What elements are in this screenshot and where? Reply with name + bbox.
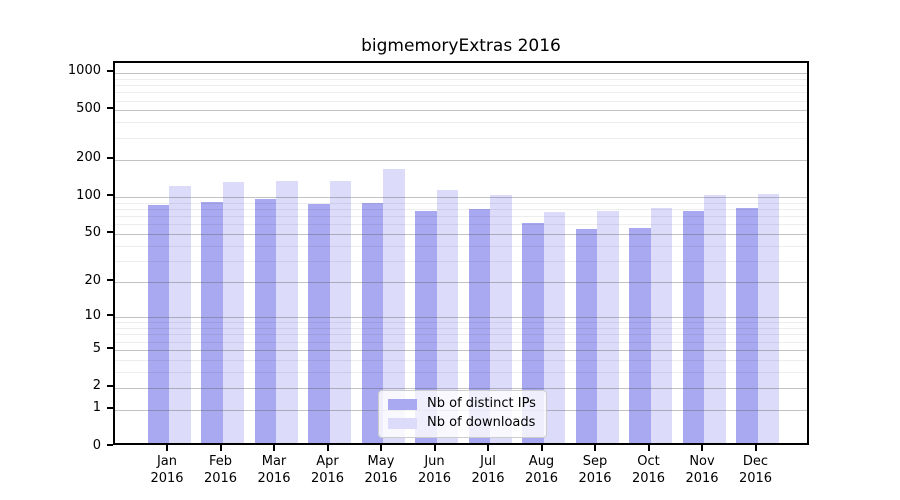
bar-downloads-nov xyxy=(704,194,726,443)
y-axis-tick-mark xyxy=(107,69,113,72)
bars-layer xyxy=(115,63,807,443)
bar-distinct-ips-mar xyxy=(254,198,276,443)
x-axis-tick-label: Nov 2016 xyxy=(685,454,719,486)
y-axis-tick-label: 500 xyxy=(76,100,101,116)
x-axis-tick-mark xyxy=(647,445,650,451)
bar-distinct-ips-oct xyxy=(629,228,651,443)
x-axis-tick-label: Oct 2016 xyxy=(631,454,666,486)
x-axis-tick-label: Jul 2016 xyxy=(471,454,505,486)
x-axis-tick-mark xyxy=(701,445,703,451)
x-axis-tick-label: Aug 2016 xyxy=(524,454,559,486)
legend: Nb of distinct IPs Nb of downloads xyxy=(378,390,547,438)
y-axis-tick-label: 50 xyxy=(84,224,101,240)
x-axis-tick-label: Dec 2016 xyxy=(738,454,773,486)
bar-distinct-ips-feb xyxy=(201,201,223,443)
y-axis-tick-label: 1000 xyxy=(67,63,101,79)
x-axis-tick-label: Mar 2016 xyxy=(257,454,291,486)
y-axis-tick-label: 20 xyxy=(84,272,101,288)
x-axis-tick-mark xyxy=(219,445,222,451)
y-axis-tick-label: 200 xyxy=(76,150,101,166)
y-axis-tick-label: 0 xyxy=(92,437,101,453)
plot-area xyxy=(113,61,809,445)
y-axis-tick-mark xyxy=(107,156,113,159)
y-axis-tick-label: 10 xyxy=(84,307,101,323)
bar-distinct-ips-jun xyxy=(415,210,437,443)
y-axis-tick-mark xyxy=(107,406,113,409)
legend-swatch-downloads xyxy=(388,417,417,429)
x-axis-tick-mark xyxy=(433,445,436,451)
x-axis-tick-label: May 2016 xyxy=(364,454,398,486)
x-axis-tick-label: Feb 2016 xyxy=(203,454,238,486)
x-axis-tick-label: Apr 2016 xyxy=(310,454,345,486)
x-axis-tick-mark xyxy=(273,445,275,451)
bar-distinct-ips-sep xyxy=(575,229,597,443)
legend-item: Nb of distinct IPs xyxy=(388,397,536,411)
legend-item: Nb of downloads xyxy=(388,416,536,430)
bar-downloads-feb xyxy=(222,181,244,443)
bar-downloads-jan xyxy=(169,185,191,443)
bar-distinct-ips-jul xyxy=(468,209,490,443)
y-axis-tick-mark xyxy=(107,107,113,110)
bar-downloads-sep xyxy=(597,210,619,443)
y-axis-tick-mark xyxy=(107,279,113,282)
y-axis-tick-mark xyxy=(107,194,113,197)
bar-downloads-oct xyxy=(650,207,672,443)
x-axis-tick-mark xyxy=(594,445,596,451)
bar-distinct-ips-jan xyxy=(147,205,169,443)
x-axis-tick-label: Jun 2016 xyxy=(417,454,452,486)
bar-distinct-ips-aug xyxy=(522,223,544,443)
legend-label: Nb of distinct IPs xyxy=(427,396,536,411)
x-axis-tick-mark xyxy=(540,445,543,451)
y-axis-tick-mark xyxy=(107,231,113,234)
y-axis-tick-mark xyxy=(107,384,113,387)
y-axis-tick-mark xyxy=(107,444,113,446)
chart-title: bigmemoryExtras 2016 xyxy=(361,36,561,56)
x-axis-tick-mark xyxy=(754,445,757,451)
x-axis-tick-mark xyxy=(166,445,168,451)
bar-distinct-ips-dec xyxy=(736,207,758,443)
bar-downloads-jun xyxy=(436,189,458,443)
x-axis-tick-mark xyxy=(326,445,329,451)
bar-distinct-ips-nov xyxy=(682,211,704,443)
bar-downloads-jul xyxy=(490,195,512,443)
bar-downloads-may xyxy=(383,168,405,443)
bar-downloads-dec xyxy=(757,194,779,443)
y-axis-tick-label: 5 xyxy=(92,340,101,356)
x-axis-tick-label: Sep 2016 xyxy=(578,454,612,486)
bar-distinct-ips-may xyxy=(361,203,383,443)
x-axis-tick-mark xyxy=(380,445,382,451)
y-axis-tick-mark xyxy=(107,347,113,349)
y-axis-tick-mark xyxy=(107,314,113,317)
y-axis-tick-label: 1 xyxy=(92,400,101,415)
bar-downloads-aug xyxy=(543,212,565,443)
y-axis-tick-label: 100 xyxy=(76,187,101,203)
bar-downloads-apr xyxy=(329,181,351,443)
bar-downloads-mar xyxy=(276,180,298,443)
x-axis-tick-mark xyxy=(487,445,489,451)
y-axis-tick-label: 2 xyxy=(92,378,101,393)
legend-label: Nb of downloads xyxy=(427,415,536,430)
x-axis-tick-label: Jan 2016 xyxy=(150,454,184,486)
bar-distinct-ips-apr xyxy=(308,204,330,443)
legend-swatch-distinct-ips xyxy=(388,398,417,410)
